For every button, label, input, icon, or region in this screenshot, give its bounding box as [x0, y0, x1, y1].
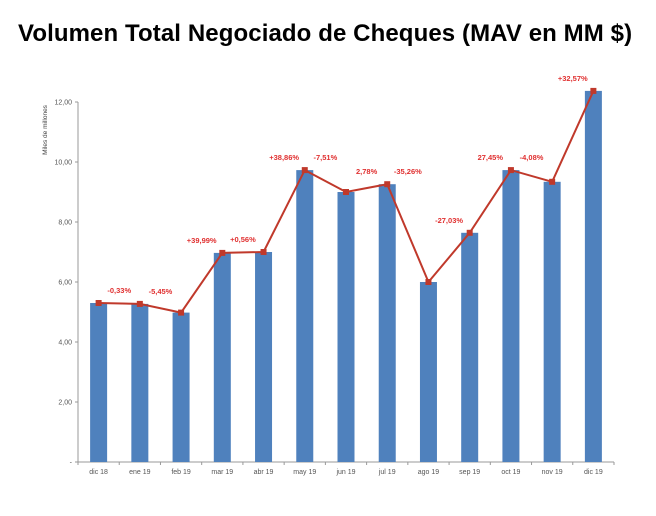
line-marker — [425, 279, 432, 285]
line-marker — [507, 167, 514, 174]
line-marker — [136, 300, 143, 307]
bar — [378, 184, 396, 462]
bar — [419, 282, 437, 462]
line-marker — [219, 249, 226, 256]
x-category-label: may 19 — [293, 469, 316, 476]
x-category-label: abr 19 — [254, 469, 274, 476]
bar — [337, 192, 355, 462]
pct-change-label: -35,26% — [394, 167, 422, 176]
bar — [213, 252, 231, 462]
line-marker — [466, 229, 473, 236]
bar — [255, 252, 273, 462]
bars-group — [90, 90, 602, 463]
line-marker — [178, 309, 185, 316]
trend-line-group — [95, 87, 597, 316]
bar — [131, 303, 149, 462]
line-marker — [384, 181, 391, 188]
line-marker — [260, 249, 267, 255]
y-tick-label: 8,00 — [58, 220, 72, 227]
x-category-label: jun 19 — [335, 469, 355, 476]
x-category-label: feb 19 — [171, 469, 191, 476]
pct-change-label: +38,86% — [269, 153, 299, 162]
page-title: Volumen Total Negociado de Cheques (MAV … — [18, 20, 633, 47]
line-marker — [301, 167, 308, 174]
y-tick-label: - — [70, 460, 73, 467]
y-axis-title: Miles de millones — [42, 104, 49, 155]
y-tick-label: 4,00 — [58, 340, 72, 347]
bar — [296, 170, 314, 462]
x-category-label: jul 19 — [378, 469, 396, 476]
x-category-label: ago 19 — [418, 469, 440, 476]
bar — [172, 312, 190, 462]
bar — [90, 303, 108, 462]
x-category-label: sep 19 — [459, 469, 480, 476]
labels-group: -0,33% -5,45% +39,99% +0,56% +38,86% -7,51% 2,… — [107, 74, 588, 296]
line-marker — [95, 300, 102, 306]
x-category-label: oct 19 — [501, 469, 520, 476]
pct-change-label: -27,03% — [435, 216, 463, 225]
y-tick-label: 2,00 — [58, 400, 72, 407]
bar — [461, 232, 479, 462]
bar — [543, 181, 561, 463]
pct-change-label: -7,51% — [314, 153, 338, 162]
pct-change-label: +0,56% — [230, 235, 256, 244]
y-tick-label: 12,00 — [54, 100, 72, 107]
y-tick-label: 10,00 — [54, 160, 72, 167]
pct-change-label: +39,99% — [187, 236, 217, 245]
x-category-label: dic 18 — [89, 469, 108, 476]
x-category-label: nov 19 — [542, 469, 563, 476]
pct-change-label: -4,08% — [520, 153, 544, 162]
pct-change-label: +32,57% — [558, 74, 588, 83]
x-category-label: dic 19 — [584, 469, 603, 476]
line-marker — [343, 189, 349, 195]
pct-change-label: -5,45% — [149, 287, 173, 296]
line-marker — [590, 87, 597, 94]
y-tick-label: 6,00 — [58, 280, 72, 287]
bar — [584, 90, 602, 463]
bar — [502, 170, 520, 462]
x-category-label: mar 19 — [211, 469, 233, 476]
line-marker — [549, 178, 556, 185]
pct-change-label: -0,33% — [107, 286, 131, 295]
pct-change-label: 2,78% — [356, 167, 378, 176]
pct-change-label: 27,45% — [478, 153, 504, 162]
x-category-label: ene 19 — [129, 469, 151, 476]
